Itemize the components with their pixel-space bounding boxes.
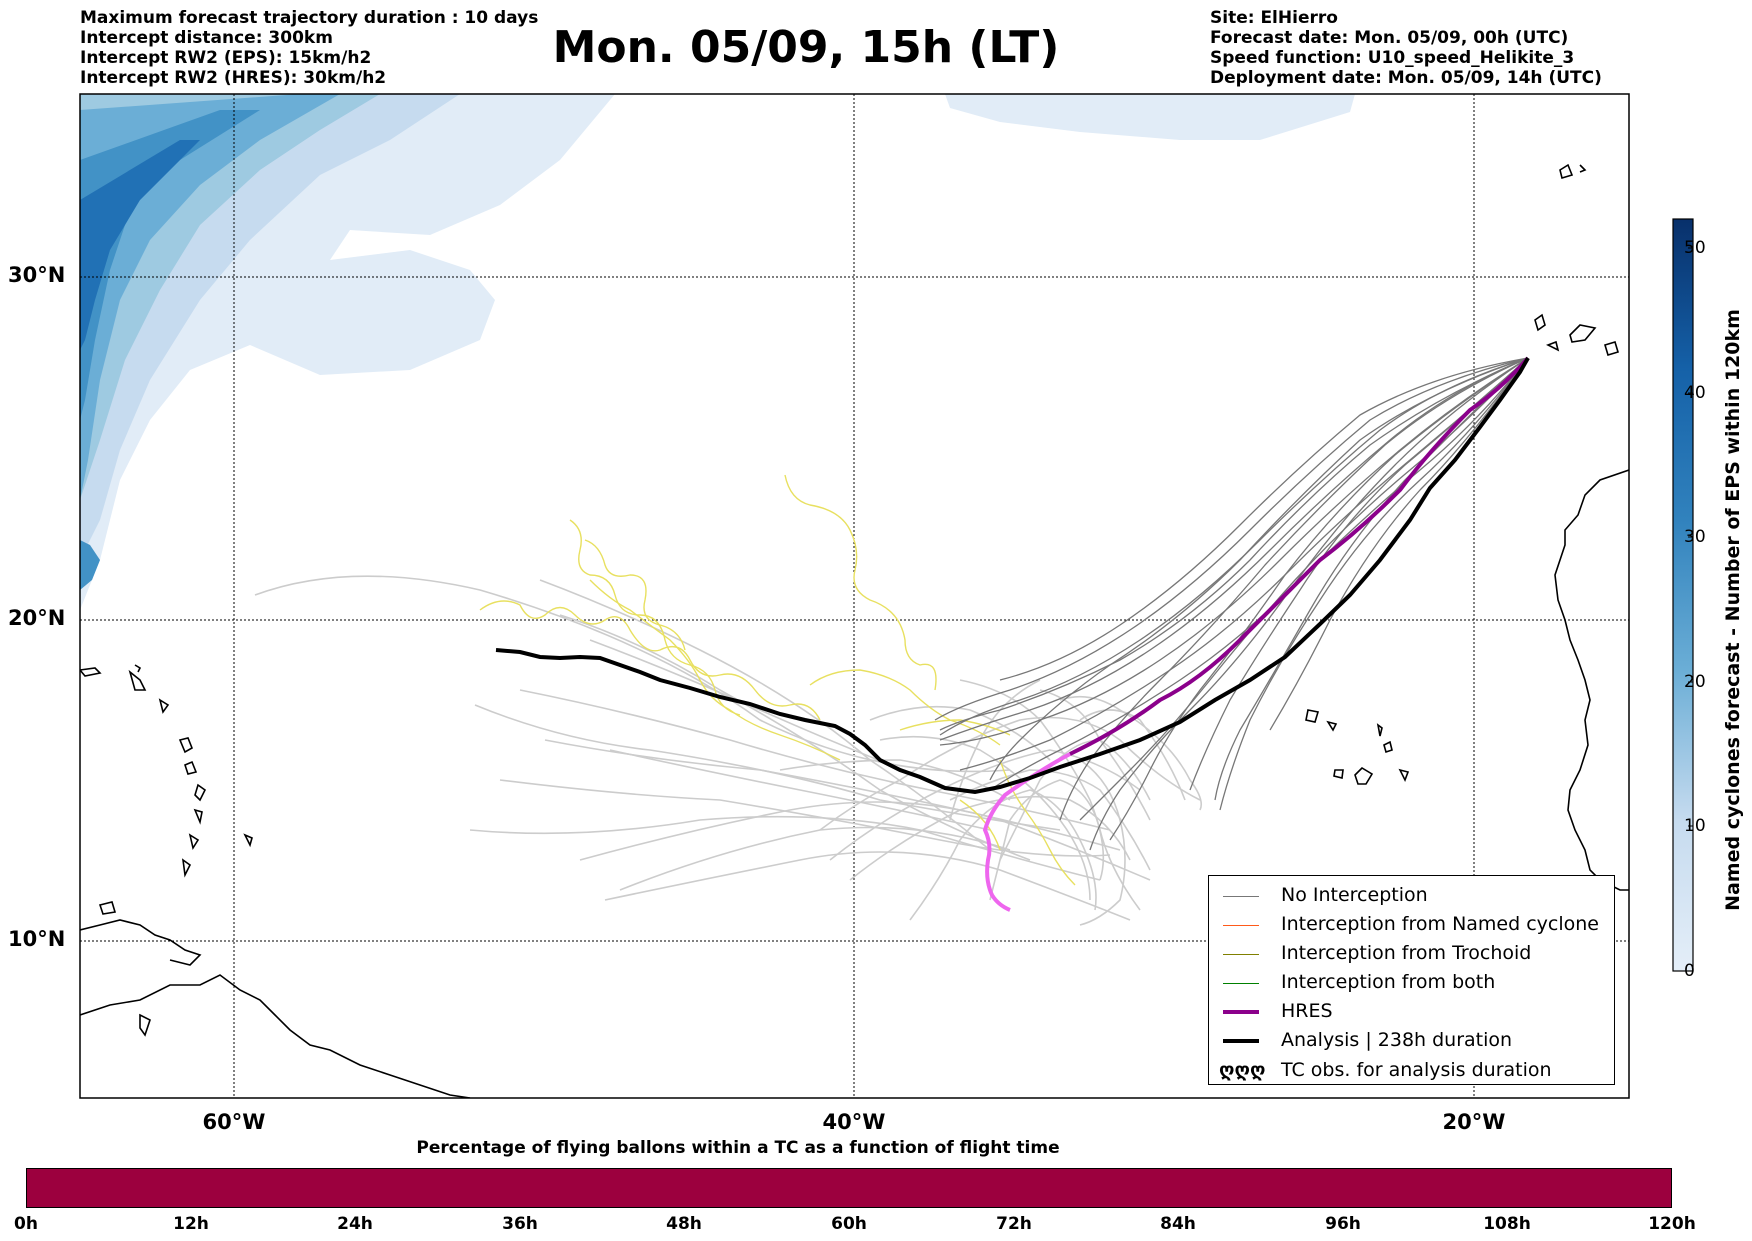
pct-tick-96h: 96h [1325,1214,1361,1234]
trochoid-trajectories [479,474,1076,886]
colorbar-tick-40: 40 [1684,383,1706,403]
analysis-trajectory [495,357,1530,795]
coastlines [80,163,1629,1098]
intercept-distance-text: Intercept distance: 300km [80,28,333,48]
pct-tick-24h: 24h [337,1214,373,1234]
max-duration-text: Maximum forecast trajectory duration : 1… [80,8,539,28]
header-right-info: Site: ElHierro Forecast date: Mon. 05/09… [1210,8,1602,88]
legend-label: Interception from Named cyclone [1281,913,1599,935]
pct-tick-120h: 120h [1648,1214,1696,1234]
legend-swatch [1223,925,1259,926]
lon-label-20w: 20°W [1442,1110,1506,1134]
intercept-hres-text: Intercept RW2 (HRES): 30km/h2 [80,68,387,88]
pct-tick-108h: 108h [1483,1214,1531,1234]
legend-swatch [1223,896,1259,897]
tc-obs-symbol: ღღღ [1219,1059,1266,1081]
pct-tick-72h: 72h [996,1214,1032,1234]
legend-label: HRES [1281,1000,1333,1022]
lon-label-60w: 60°W [202,1110,266,1134]
pct-tick-12h: 12h [173,1214,209,1234]
colorbar-gradient [1672,218,1694,972]
deployment-date-text: Deployment date: Mon. 05/09, 14h (UTC) [1210,68,1602,88]
header-left-info: Maximum forecast trajectory duration : 1… [80,8,538,88]
forecast-date-text: Forecast date: Mon. 05/09, 00h (UTC) [1210,28,1569,48]
legend-label: Interception from Trochoid [1281,942,1532,964]
pct-tick-36h: 36h [502,1214,538,1234]
lat-label-20n: 20°N [8,606,66,630]
pct-tick-0h: 0h [14,1214,38,1234]
site-text: Site: ElHierro [1210,8,1338,28]
pct-tick-84h: 84h [1160,1214,1196,1234]
lat-label-10n: 10°N [8,927,66,951]
percentage-bar-title: Percentage of flying ballons within a TC… [416,1138,1060,1158]
no-interception-trajectories [934,357,1529,851]
legend-swatch [1223,954,1259,955]
map-legend: No Interception Interception from Named … [1208,875,1615,1085]
colorbar-tick-30: 30 [1684,527,1706,547]
map-frame [79,93,1630,1099]
pct-tick-48h: 48h [666,1214,702,1234]
cyclone-density-field [80,94,1355,610]
colorbar-title: Named cyclones forecast - Number of EPS … [1722,309,1744,911]
legend-label: Interception from both [1281,971,1496,993]
colorbar-tick-10: 10 [1684,816,1706,836]
page-title: Mon. 05/09, 15h (LT) [552,22,1060,73]
legend-label: TC obs. for analysis duration [1281,1059,1552,1081]
hres-trajectory [1069,356,1530,756]
pct-tick-60h: 60h [831,1214,867,1234]
percentage-bar [26,1168,1672,1208]
intercept-eps-text: Intercept RW2 (EPS): 15km/h2 [80,48,372,68]
colorbar-tick-20: 20 [1684,672,1706,692]
hres-pink-segment [982,752,1071,912]
colorbar-ticks [1688,247,1693,972]
lat-label-30n: 30°N [8,263,66,287]
colorbar-tick-50: 50 [1684,238,1706,258]
lon-label-40w: 40°W [822,1110,886,1134]
legend-swatch [1223,983,1259,984]
legend-swatch [1223,1010,1259,1014]
legend-swatch [1223,1039,1259,1043]
legend-label: Analysis | 238h duration [1281,1029,1513,1051]
colorbar-tick-0: 0 [1684,961,1695,981]
speed-function-text: Speed function: U10_speed_Helikite_3 [1210,48,1575,68]
legend-label: No Interception [1281,884,1428,906]
